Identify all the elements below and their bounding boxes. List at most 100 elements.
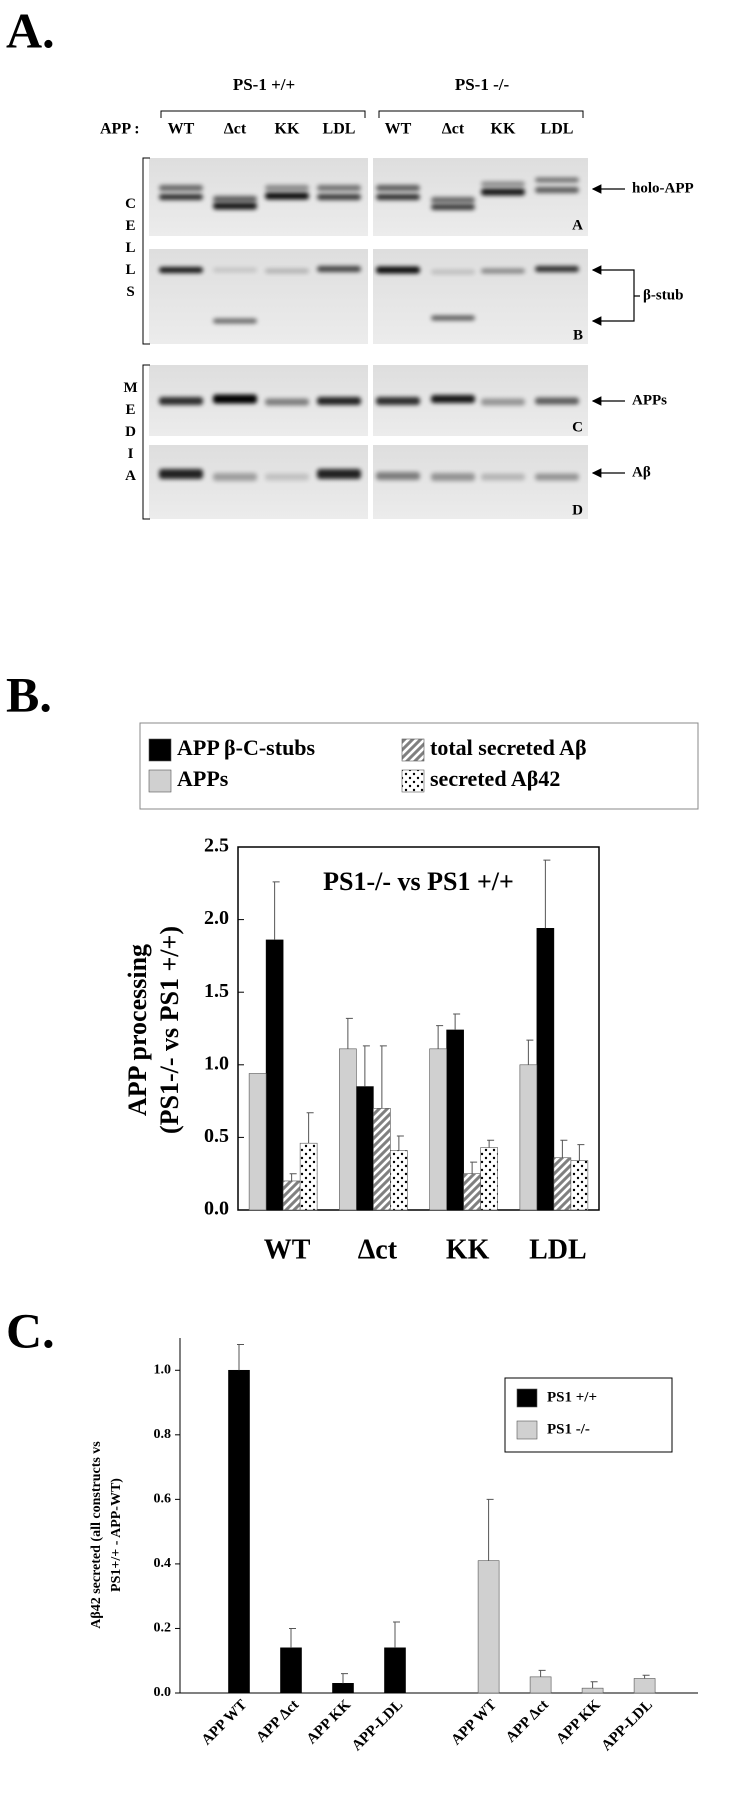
- blot-band: [213, 394, 257, 404]
- error-bar: [590, 1681, 598, 1689]
- blot-band: [317, 397, 361, 405]
- blot-band: [481, 188, 525, 196]
- y-tick-label: 0.2: [154, 1621, 172, 1636]
- legend-label: APPs: [177, 766, 229, 791]
- lane-label: KK: [275, 121, 300, 138]
- error-bar: [306, 1112, 314, 1144]
- error-bar: [538, 1669, 546, 1677]
- x-tick-label: APP Δct: [503, 1697, 552, 1746]
- blot-label: D: [572, 502, 583, 518]
- blot-band: [431, 204, 475, 210]
- lane-label: KK: [491, 121, 516, 138]
- lane-label: Δct: [224, 121, 247, 138]
- panel-label: A.: [6, 2, 55, 58]
- legend-label: PS1 -/-: [547, 1421, 590, 1437]
- blot-band: [213, 318, 257, 324]
- x-tick-label: LDL: [529, 1234, 587, 1265]
- bar: [228, 1369, 250, 1694]
- blot-band: [317, 266, 361, 272]
- group-bracket: [160, 110, 584, 118]
- legend-label: total secreted Aβ: [430, 735, 587, 760]
- error-bar: [470, 1161, 478, 1174]
- legend-label: APP β-C-stubs: [177, 735, 316, 760]
- lane-label: LDL: [541, 121, 574, 138]
- bar: [299, 1142, 318, 1211]
- blot-band: [317, 185, 361, 191]
- y-axis-label: APP processing: [123, 944, 152, 1116]
- bar: [477, 1560, 500, 1694]
- y-tick-label: 0.0: [204, 1198, 229, 1220]
- bar: [553, 1157, 572, 1211]
- blot-band: [376, 472, 420, 480]
- bar: [429, 1048, 447, 1211]
- bar: [332, 1683, 354, 1694]
- x-tick-label: Δct: [358, 1234, 398, 1265]
- bar: [536, 928, 555, 1211]
- blot-band: [431, 269, 475, 275]
- blot-band: [159, 397, 203, 405]
- blot-band: [376, 266, 420, 274]
- panel-gap: [149, 236, 588, 249]
- side-label: CELLS: [123, 196, 139, 306]
- bar: [529, 1676, 552, 1694]
- blot-band: [376, 194, 420, 200]
- x-tick-label: APP WT: [199, 1697, 250, 1748]
- lane-label: Δct: [442, 121, 465, 138]
- y-tick-label: 2.5: [204, 835, 229, 857]
- y-tick-label: 0.6: [154, 1492, 172, 1507]
- legend-swatch: [516, 1420, 538, 1440]
- blot-band: [265, 192, 309, 200]
- bar: [633, 1678, 656, 1694]
- blot-band: [535, 473, 579, 481]
- blot-band: [159, 469, 203, 479]
- bar: [570, 1160, 589, 1211]
- blot-band: [481, 268, 525, 274]
- band-label: holo-APP: [632, 180, 694, 196]
- bar: [248, 1073, 267, 1211]
- bar: [463, 1173, 481, 1211]
- bar: [446, 1029, 464, 1211]
- error-bar: [526, 1039, 534, 1065]
- group-label: PS-1 +/+: [233, 75, 295, 94]
- y-tick-label: 1.5: [204, 980, 229, 1002]
- group-label: PS-1 -/-: [455, 75, 510, 94]
- error-bar: [393, 1621, 400, 1648]
- blot-label: A: [572, 217, 583, 233]
- blot-band: [535, 187, 579, 193]
- error-bar: [642, 1674, 650, 1679]
- y-tick-label: 1.0: [154, 1362, 172, 1377]
- error-bar: [379, 1045, 387, 1109]
- blot-band: [431, 395, 475, 403]
- error-bar: [487, 1139, 495, 1148]
- panel-label: B.: [6, 666, 52, 722]
- error-bar: [272, 881, 280, 940]
- error-bar: [345, 1017, 353, 1049]
- y-tick-label: 1.0: [204, 1052, 229, 1074]
- blot-band: [213, 202, 257, 210]
- x-tick-label: APP KK: [304, 1697, 355, 1748]
- error-bar: [396, 1135, 404, 1151]
- x-tick-label: WT: [264, 1234, 311, 1265]
- blot-band: [535, 266, 579, 272]
- error-bar: [289, 1627, 296, 1648]
- y-axis-label: (PS1-/- vs PS1 +/+): [155, 926, 184, 1134]
- chart-title: PS1-/- vs PS1 +/+: [323, 867, 514, 896]
- y-tick-label: 0.5: [204, 1125, 229, 1147]
- bar: [480, 1147, 498, 1211]
- x-tick-label: APP-LDL: [599, 1697, 656, 1754]
- blot-band: [317, 194, 361, 200]
- legend-label: secreted Aβ42: [430, 766, 560, 791]
- arrows: [591, 184, 640, 478]
- legend-swatch: [148, 769, 172, 793]
- error-bar: [543, 859, 551, 929]
- lane-label: LDL: [323, 121, 356, 138]
- bar: [265, 939, 284, 1211]
- panel-gap: [149, 344, 588, 365]
- panel-label: C.: [6, 1302, 55, 1358]
- lane-gap: [368, 158, 373, 519]
- blot-band: [481, 473, 525, 481]
- blot-band: [213, 473, 257, 481]
- panel-gap: [149, 436, 588, 445]
- y-tick-label: 0.0: [154, 1685, 172, 1700]
